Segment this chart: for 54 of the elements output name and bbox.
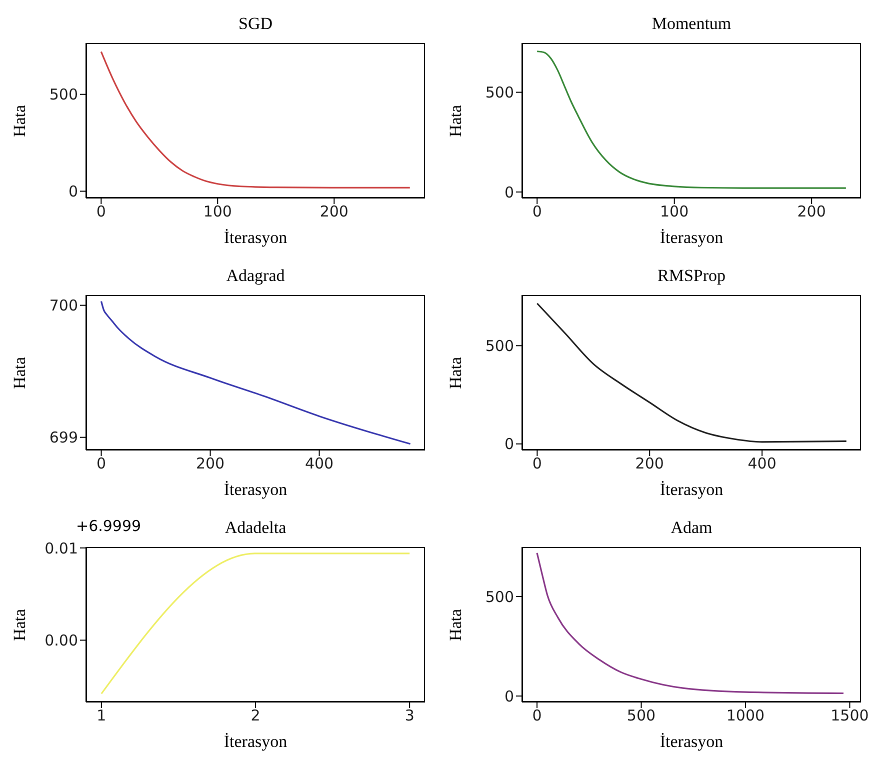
y-tick-label: 500 [485, 337, 514, 356]
x-tick-label: 100 [203, 202, 232, 221]
line-series [536, 302, 848, 443]
y-tick-label: 700 [49, 296, 78, 315]
text: +6.9999 [76, 517, 142, 535]
chart-title: Adadelta [224, 518, 286, 537]
line-series [536, 50, 847, 189]
y-axis-title: Hata [10, 104, 30, 137]
x-axis-title: İterasyon [222, 228, 288, 248]
y-axis-title: Hata [446, 608, 466, 641]
y-tick-label: 0 [68, 182, 78, 201]
x-axis-title: İterasyon [222, 732, 288, 752]
x-tick-label: 200 [196, 454, 225, 473]
y-tick-label: 500 [485, 84, 514, 102]
y-tick-label: 0 [504, 687, 514, 706]
y-tick-label: 0.01 [44, 539, 78, 558]
x-tick-label: 200 [320, 202, 348, 221]
x-tick-label: 0 [96, 202, 106, 221]
x-tick-label: 400 [304, 454, 334, 473]
x-axis-title: İterasyon [658, 228, 724, 248]
x-axis-title: İterasyon [222, 480, 288, 500]
chart-title: SGD [237, 14, 274, 34]
y-tick-label: 0 [504, 435, 514, 454]
y-axis-title: Hata [446, 104, 466, 137]
chart-title: Momentum [650, 14, 732, 34]
x-tick-label: 1500 [830, 706, 869, 725]
y-tick-label: 699 [49, 428, 78, 447]
x-tick-label: 0 [96, 454, 106, 473]
x-tick-label: 100 [660, 202, 689, 221]
x-tick-label: 500 [626, 706, 656, 725]
x-tick-label: 200 [635, 454, 664, 473]
x-tick-label: 400 [748, 454, 776, 473]
x-axis-title: İterasyon [658, 480, 724, 500]
line-series [536, 552, 844, 694]
x-tick-label: 0 [532, 454, 542, 473]
chart-title: Adagrad [225, 266, 286, 286]
x-tick-label: 200 [797, 202, 826, 221]
y-tick-label: 500 [49, 86, 78, 104]
y-axis-title: Hata [446, 356, 466, 389]
y-tick-label: 0.00 [44, 632, 78, 650]
x-tick-label: 2 [250, 706, 260, 725]
x-axis-title: İterasyon [658, 732, 724, 752]
x-tick-label: 3 [404, 706, 414, 725]
chart-title: Adam [670, 518, 714, 538]
y-tick-label: 500 [485, 588, 514, 606]
x-tick-label: 1000 [726, 706, 765, 725]
x-tick-label: 1 [96, 706, 106, 725]
line-series [100, 50, 411, 189]
x-tick-label: 0 [532, 706, 542, 725]
y-tick-label: 0 [504, 183, 514, 202]
x-tick-label: 0 [532, 202, 542, 221]
y-axis-title: Hata [10, 608, 30, 641]
chart-title: RMSProp [656, 266, 727, 286]
y-axis-title: Hata [10, 356, 30, 389]
